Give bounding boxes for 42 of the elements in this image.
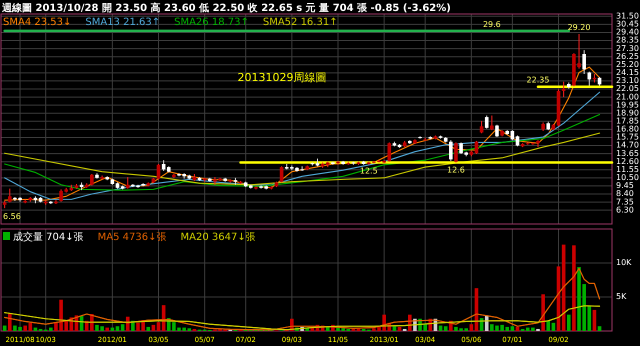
y-tick-label: 18.90: [616, 108, 639, 118]
y-tick-label: 16.80: [616, 124, 639, 134]
y-tick-label: 10K: [616, 258, 632, 268]
annotation: 12.5: [360, 166, 378, 176]
y-tick-label: 8.40: [616, 189, 634, 198]
text: MA20 3647↓張: [180, 232, 256, 243]
annotation: 6.56: [3, 212, 21, 222]
y-tick-label: 10.50: [616, 173, 639, 182]
y-tick-label: 13.65: [616, 148, 639, 158]
y-tick-label: 31.50: [616, 11, 639, 20]
y-tick-label: 30.45: [616, 20, 639, 29]
y-tick-label: 14.70: [616, 140, 639, 150]
annotation: 20131029周線圖: [238, 71, 327, 84]
y-tick-label: 9.45: [616, 181, 634, 190]
y-tick-label: 11.55: [616, 164, 639, 174]
annotation: 29.20: [568, 23, 590, 32]
y-tick-label: 12.60: [616, 156, 639, 166]
y-tick-label: 7.35: [616, 197, 634, 206]
y-tick-label: 27.30: [616, 44, 639, 53]
text: SMA26 18.73↑: [174, 17, 249, 28]
legend-label: 成交量 704↓張: [13, 231, 84, 243]
y-tick-label: 19.95: [616, 100, 639, 110]
chart-title: 週線圖 2013/10/28 開 23.50 高 23.60 低 22.50 收 22.65 s 元 量 704 張 -0.85 (-3.62%): [1, 2, 451, 14]
y-tick-label: 15.75: [616, 132, 639, 142]
annotation: 22.35: [526, 76, 550, 85]
y-tick-label: 28.35: [616, 36, 639, 45]
y-tick-label: 5K: [616, 292, 628, 302]
text: MA5 4736↓張: [98, 232, 166, 243]
y-tick-label: 23.10: [616, 76, 639, 86]
y-tick-label: 22.05: [616, 84, 639, 94]
text: SMA4 23.53↓: [3, 17, 72, 28]
annotation: 12.6: [447, 166, 465, 175]
y-tick-label: 17.85: [616, 116, 639, 126]
text: SMA13 21.63↑: [85, 17, 160, 28]
y-tick-label: 24.15: [616, 68, 639, 78]
text: SMA52 16.31↑: [262, 17, 338, 28]
y-tick-label: 26.25: [616, 52, 639, 61]
y-tick-label: 29.40: [616, 28, 639, 37]
y-tick-label: 6.30: [616, 205, 634, 214]
annotation: 29.6: [482, 20, 501, 29]
y-tick-label: 25.20: [616, 60, 639, 69]
y-tick-label: 21.00: [616, 92, 639, 102]
